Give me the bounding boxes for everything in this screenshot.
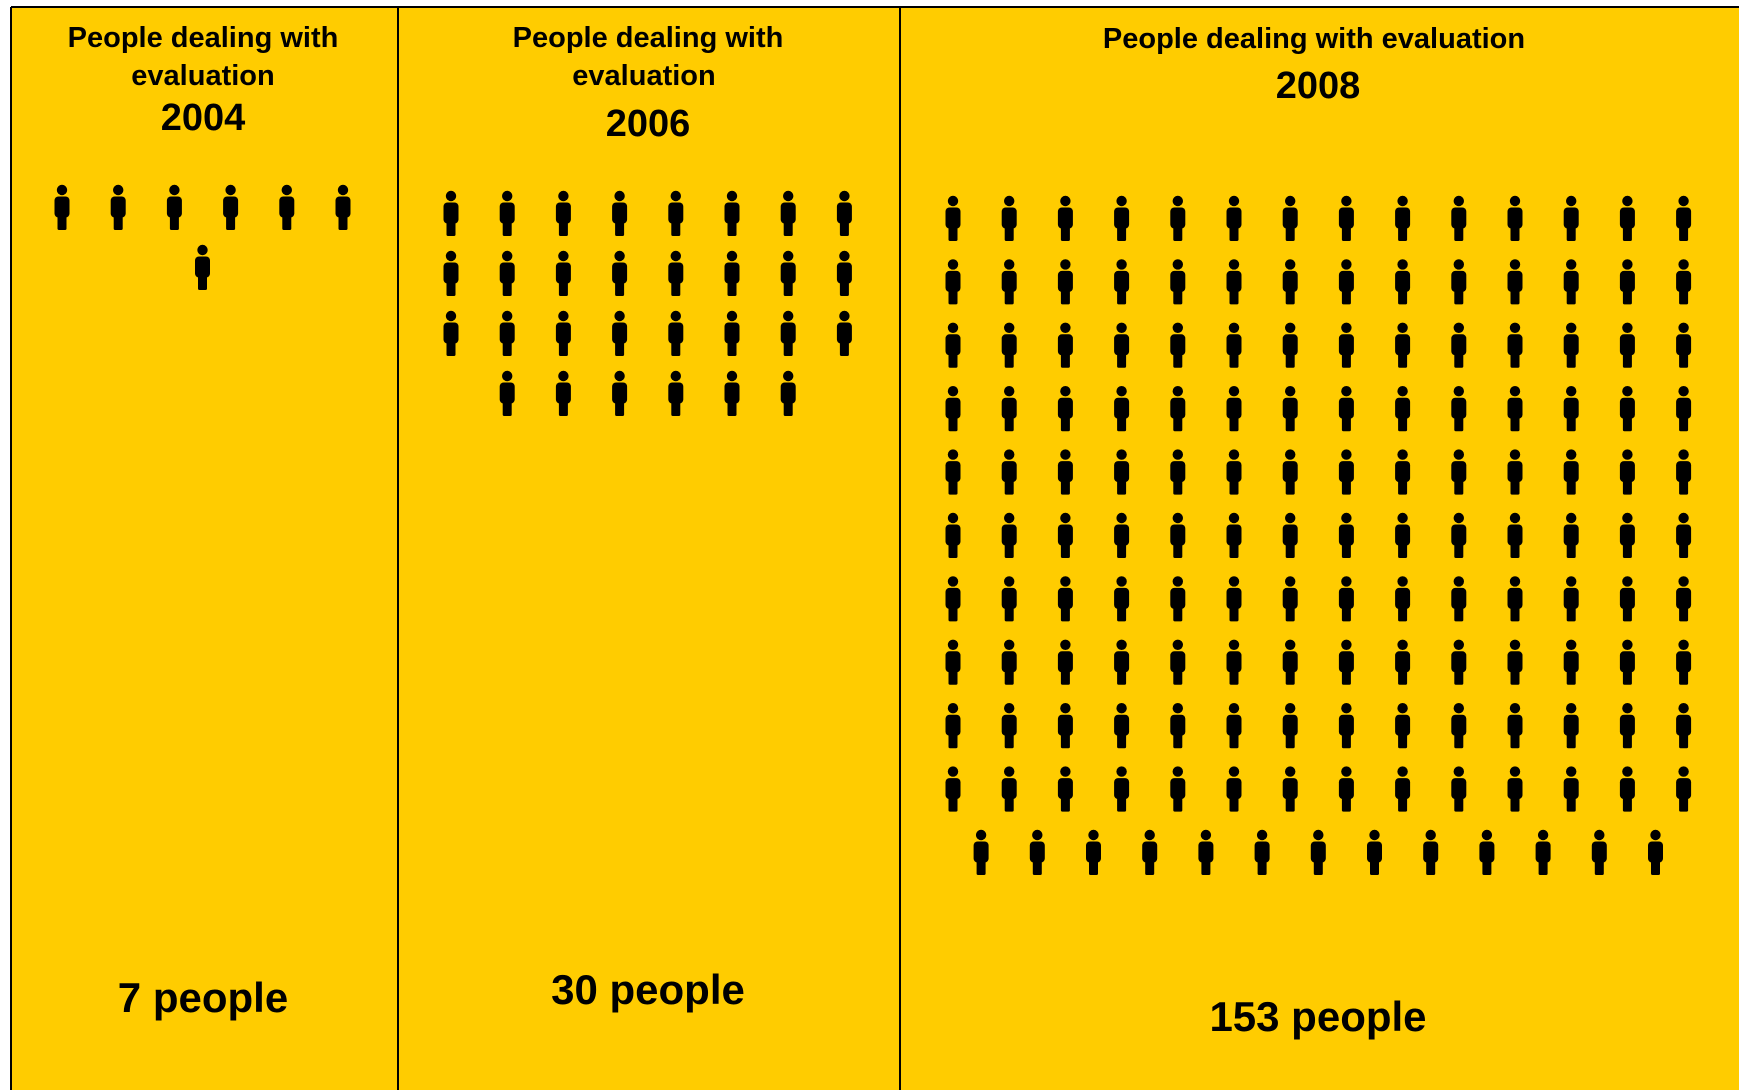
panel-title-line-2: evaluation [572,60,715,92]
panel-count-label: 153 people [1209,993,1426,1040]
panel-2008: People dealing with evaluation 2008 153 … [945,23,1692,1040]
panel-title-line-1: People dealing with evaluation [1103,23,1525,55]
panel-title-line-1: People dealing with [513,22,784,54]
panel-year: 2004 [161,97,246,139]
panel-title-line-2: evaluation [131,60,274,92]
panel-count-label: 30 people [551,966,745,1013]
panel-year: 2008 [1276,65,1361,107]
panel-2004: People dealing with evaluation 2004 7 pe… [54,22,351,1021]
chart-background [11,7,1739,1090]
panel-year: 2006 [606,103,691,145]
panel-title-line-1: People dealing with [68,22,339,54]
panel-count-label: 7 people [118,974,288,1021]
panel-2006: People dealing with evaluation 2006 30 p… [443,22,852,1013]
